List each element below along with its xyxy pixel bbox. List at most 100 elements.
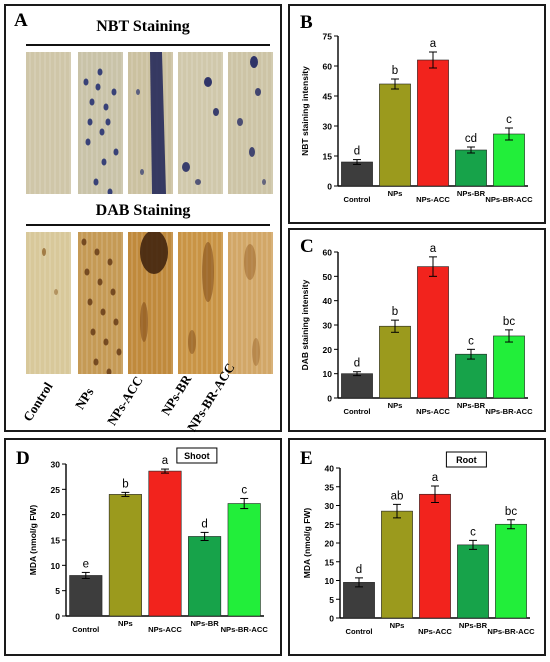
significance-letter: c [241,484,247,496]
y-tick-label: 30 [51,460,61,470]
treatment-label-nps: NPs [72,385,97,412]
inset-label: Root [456,455,477,465]
category-label: NPs-BR [457,401,486,410]
inset-label: Shoot [184,451,210,461]
y-tick-label: 30 [323,321,333,331]
significance-letter: a [162,455,169,467]
panel-letter-b: B [300,12,313,33]
significance-letter: d [354,146,360,158]
nbt-leaf-nps [78,52,123,194]
panel-a-staining: A NBT Staining DAB Staining Control NPs … [4,4,282,434]
bar-nps-br [188,536,222,617]
bar-nps-br [457,544,489,619]
y-tick-label: 35 [325,482,335,492]
significance-letter: bc [505,506,517,518]
significance-letter: d [356,564,362,576]
y-tick-label: 0 [55,612,60,622]
treatment-label-nps-acc: NPs-ACC [104,373,146,428]
category-label: NPs [118,619,133,628]
bar-nps-acc [148,470,182,617]
y-tick-label: 10 [323,369,333,379]
category-label: NPs [388,401,403,410]
treatment-label-nps-br: NPs-BR [158,372,195,418]
nbt-leaf-nps-br-acc [228,52,273,194]
dab-staining-title: DAB Staining [95,202,191,219]
bar-nps-br-acc [495,523,527,619]
dab-title-rule [26,224,270,226]
category-label: NPs-BR-ACC [485,195,533,204]
dab-leaf-nps-br-acc [228,232,273,374]
dab-leaf-nps [78,232,123,374]
treatment-label-control: Control [20,379,56,424]
y-axis-label: NBT staining intensity [300,66,310,156]
y-tick-label: 10 [51,561,61,571]
y-tick-label: 10 [325,576,335,586]
panel-b-nbt-chart: B 0 15 30 45 60 75 NBT staining intensity d Cont… [288,4,546,224]
y-tick-label: 25 [51,485,61,495]
category-label: NPs-BR [457,189,486,198]
bar-nps-acc [419,493,451,619]
nbt-staining-title: NBT Staining [96,18,190,35]
significance-letter: ab [391,490,404,502]
y-tick-label: 15 [325,557,335,567]
dab-intensity-chart: 0 10 20 30 40 50 60 DAB staining intensity d Cont… [300,243,533,416]
nbt-title-rule [26,44,270,46]
significance-letter: c [470,526,476,538]
y-tick-label: 20 [325,539,335,549]
bar-nps [379,325,411,399]
y-tick-label: 0 [329,614,334,624]
category-label: Control [344,407,371,416]
y-tick-label: 50 [323,272,333,282]
bar-nps [108,494,142,617]
bar-nps-br-acc [493,133,525,187]
root-mda-chart: 0 5 10 15 20 25 30 35 40 MDA (nmol/g FW) Root d Cont… [302,451,535,636]
inset-label-box [176,447,218,464]
bar-nps-acc [417,266,449,399]
panel-letter-c: C [300,236,314,257]
category-label: NPs-ACC [416,407,450,416]
panel-d-shoot-mda-chart: D 0 5 10 15 20 25 30 MDA (nmol/g FW) Shoot e Contr… [4,438,282,656]
significance-letter: a [432,472,439,484]
significance-letter: d [201,518,207,530]
category-label: NPs-BR [459,621,488,630]
category-label: NPs-BR-ACC [221,625,269,634]
bar-nps-br-acc [493,335,525,399]
y-tick-label: 30 [325,501,335,511]
y-tick-label: 25 [325,520,335,530]
category-label: NPs [390,621,405,630]
dab-leaf-nps-acc [128,232,173,374]
bar-nps-br [455,353,487,399]
y-tick-label: 0 [327,182,332,192]
category-label: NPs-ACC [418,627,452,636]
inset-label-box [445,451,487,468]
y-tick-label: 40 [323,296,333,306]
bar-nps [379,83,411,187]
y-axis-label: MDA (nmol/g FW) [302,508,312,579]
nbt-leaf-nps-acc [128,52,173,194]
category-label: Control [346,627,373,636]
significance-letter: a [430,38,437,50]
significance-letter: c [468,335,474,347]
significance-letter: a [430,243,437,255]
dab-leaf-nps-br [178,232,223,374]
y-tick-label: 20 [323,345,333,355]
nbt-leaf-nps-br [178,52,223,194]
bar-control [343,582,375,619]
significance-letter: d [354,358,360,370]
y-tick-label: 20 [51,510,61,520]
category-label: Control [344,195,371,204]
significance-letter: e [83,558,89,570]
y-axis-label: DAB staining intensity [300,279,310,370]
significance-letter: b [392,65,398,77]
y-tick-label: 15 [51,536,61,546]
significance-letter: b [122,478,128,490]
significance-letter: b [392,306,398,318]
significance-letter: cd [465,133,477,145]
nbt-intensity-chart: 0 15 30 45 60 75 NBT staining intensity d Contro… [300,32,533,205]
y-tick-label: 15 [323,152,333,162]
bar-control [341,373,373,399]
panel-letter-a: A [14,10,28,31]
bar-nps-br-acc [227,503,261,617]
y-tick-label: 40 [325,464,335,474]
panel-letter-d: D [16,448,30,469]
